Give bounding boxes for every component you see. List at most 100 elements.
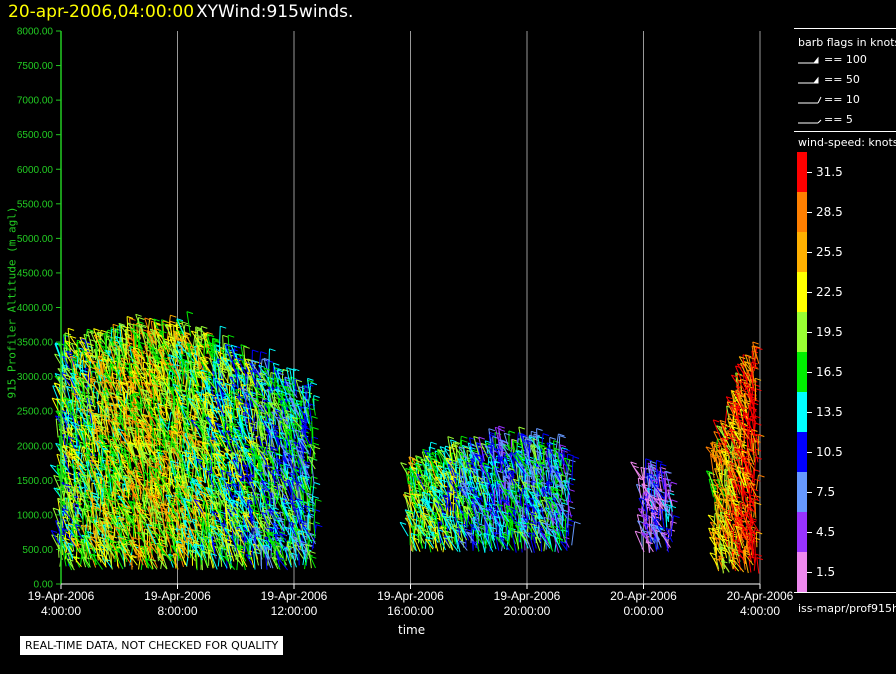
wind-barb-flag bbox=[64, 332, 72, 336]
wind-barb-flag bbox=[121, 538, 128, 542]
wind-barb-flag bbox=[67, 558, 74, 562]
wind-barb bbox=[88, 459, 98, 483]
wind-barb bbox=[109, 440, 120, 460]
wind-barb bbox=[100, 418, 103, 438]
wind-barb-flag bbox=[62, 490, 69, 494]
wind-barb bbox=[106, 496, 111, 520]
wind-barb-flag bbox=[76, 451, 83, 455]
wind-barb-flag bbox=[105, 349, 112, 353]
wind-barb-flag bbox=[108, 534, 116, 538]
wind-barb-flag bbox=[125, 542, 132, 546]
wind-barb bbox=[70, 377, 80, 393]
wind-barb bbox=[106, 544, 116, 558]
wind-barb bbox=[67, 472, 75, 492]
wind-barb bbox=[108, 341, 117, 356]
wind-barb bbox=[70, 448, 84, 464]
wind-barb-flag bbox=[90, 536, 97, 539]
wind-barb bbox=[60, 371, 71, 386]
wind-barb bbox=[62, 508, 73, 522]
wind-barb bbox=[96, 413, 104, 431]
wind-barb-flag bbox=[97, 554, 104, 557]
wind-barb bbox=[120, 543, 133, 560]
wind-barb bbox=[167, 336, 170, 353]
wind-barb-flag bbox=[81, 524, 88, 528]
wind-barb bbox=[83, 556, 91, 568]
wind-barb bbox=[111, 506, 118, 525]
wind-barb bbox=[70, 358, 74, 375]
wind-barb-flag bbox=[117, 428, 124, 432]
wind-barb bbox=[111, 381, 119, 395]
wind-barb bbox=[67, 503, 74, 522]
wind-barb bbox=[53, 382, 65, 403]
wind-barb-flag bbox=[94, 334, 101, 338]
wind-barb bbox=[83, 422, 86, 447]
wind-barb-flag bbox=[94, 523, 102, 527]
wind-barb-flag bbox=[124, 366, 132, 370]
wind-barb-flag bbox=[184, 324, 192, 328]
wind-barb-flag bbox=[94, 460, 101, 464]
wind-barb-flag bbox=[117, 444, 124, 448]
wind-barb-flag bbox=[100, 414, 107, 418]
wind-barb bbox=[101, 507, 114, 524]
wind-barb-flag bbox=[67, 423, 74, 427]
wind-barb bbox=[94, 523, 106, 537]
wind-barb bbox=[123, 548, 126, 567]
wind-barb-flag bbox=[111, 514, 118, 518]
wind-barb-flag bbox=[68, 436, 75, 440]
wind-barb bbox=[72, 459, 77, 485]
wind-barb bbox=[107, 530, 116, 543]
wind-barb bbox=[122, 418, 131, 437]
wind-barb-flag bbox=[54, 382, 61, 386]
wind-barb bbox=[86, 351, 94, 365]
wind-barb bbox=[55, 418, 59, 438]
wind-barb bbox=[105, 559, 113, 569]
wind-barb bbox=[91, 553, 103, 570]
wind-barb-flag bbox=[87, 331, 94, 334]
wind-barb bbox=[151, 428, 154, 452]
wind-barb bbox=[116, 326, 119, 352]
wind-barb-flag bbox=[220, 325, 227, 329]
wind-barb bbox=[110, 396, 119, 417]
wind-barb bbox=[73, 352, 78, 370]
wind-barb bbox=[106, 419, 118, 439]
wind-barb bbox=[122, 343, 129, 365]
wind-barb-flag bbox=[121, 459, 128, 463]
wind-barb-flag bbox=[120, 354, 127, 358]
wind-barb bbox=[132, 513, 137, 539]
wind-barb-flag bbox=[94, 475, 102, 479]
wind-barb-flag bbox=[89, 378, 96, 382]
wind-barb-flag bbox=[72, 369, 79, 373]
wind-barb-flag bbox=[92, 495, 100, 499]
wind-barb bbox=[88, 538, 96, 550]
wind-barb-flag bbox=[107, 530, 114, 534]
wind-barb-flag bbox=[103, 487, 111, 491]
wind-barb bbox=[106, 342, 110, 362]
wind-barb-flag bbox=[70, 399, 78, 403]
wind-barb bbox=[109, 442, 112, 469]
wind-barb-flag bbox=[109, 402, 117, 406]
wind-barb-flag bbox=[109, 440, 116, 444]
wind-barb bbox=[112, 549, 124, 570]
wind-barb-flag bbox=[75, 383, 83, 387]
wind-barb bbox=[117, 537, 129, 554]
wind-barb bbox=[70, 463, 81, 482]
wind-barb bbox=[125, 520, 129, 536]
wind-barb bbox=[82, 508, 91, 524]
wind-barb bbox=[116, 416, 129, 436]
wind-barb-flag bbox=[118, 322, 125, 326]
wind-barb bbox=[61, 417, 67, 438]
wind-barb bbox=[57, 498, 68, 514]
wind-barb-flag bbox=[109, 499, 116, 503]
wind-barb bbox=[61, 356, 67, 380]
wind-barb-flag bbox=[115, 403, 123, 407]
wind-barb-flag bbox=[123, 508, 131, 512]
wind-barb-flag bbox=[107, 335, 114, 339]
wind-barb bbox=[78, 377, 91, 395]
wind-barb-flag bbox=[252, 349, 259, 353]
wind-barb-flag bbox=[94, 367, 101, 371]
wind-barb bbox=[85, 461, 93, 482]
wind-profile-chart: 19-Apr-20064:00:0019-Apr-20068:00:0019-A… bbox=[17, 27, 794, 619]
wind-barb-flag bbox=[67, 501, 74, 505]
wind-barb bbox=[103, 430, 110, 444]
wind-barb bbox=[76, 463, 87, 480]
